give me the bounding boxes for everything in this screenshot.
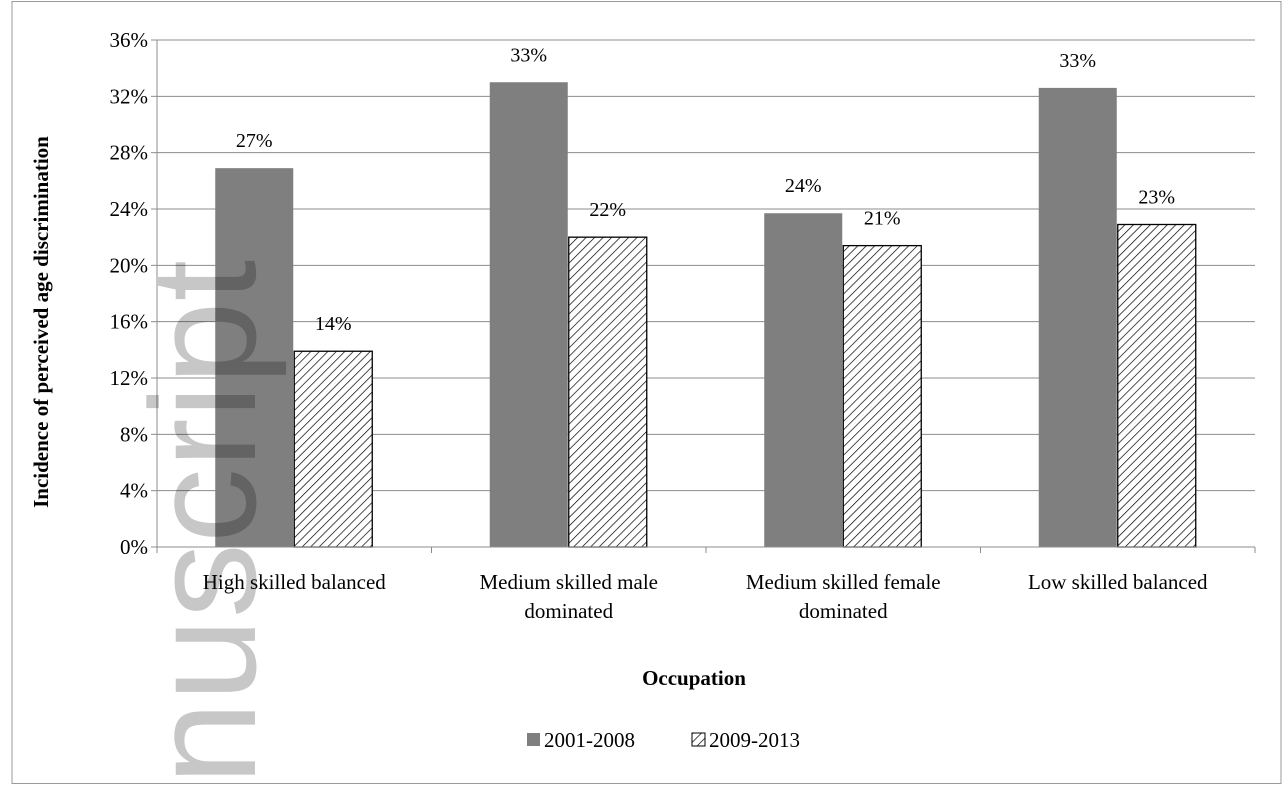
y-tick-label: 12% [110,366,149,390]
watermark: nuscript [119,260,287,785]
y-tick-label: 28% [110,141,149,165]
bar-data-label: 33% [510,44,547,66]
bar-2009-2013-4 [1117,223,1197,548]
y-axis-ticks: 0% 4% 8% 12% 16% 20% 24% 28% 32% 36% [110,28,157,559]
bars [215,82,1197,548]
legend-swatch-2001-2008 [527,733,540,746]
y-tick-label: 36% [110,28,149,52]
bar-data-label: 14% [315,313,352,335]
bar-data-label: 24% [785,175,822,197]
x-axis-title: Occupation [642,666,746,690]
bar-data-labels: 27% 14% 33% 22% 24% 21% 33% 23% [236,44,1175,335]
y-tick-label: 16% [110,310,149,334]
bar-data-label: 21% [864,208,901,230]
y-tick-label: 4% [120,479,148,503]
x-tick-label: dominated [799,599,888,623]
legend-swatch-2009-2013 [691,732,706,747]
x-axis-tick-labels: High skilled balanced Medium skilled male… [203,570,1208,623]
bar-2001-2008-2 [489,82,568,547]
x-tick-label: Medium skilled female [746,570,941,594]
bar-data-label: 23% [1138,186,1175,208]
bar-data-label: 33% [1059,50,1096,72]
x-tick-label: dominated [524,599,613,623]
bar-2009-2013-1 [293,350,373,548]
x-axis [156,40,1256,553]
bar-data-label: 22% [589,199,626,221]
y-tick-label: 0% [120,535,148,559]
bar-2001-2008-1 [215,168,294,548]
y-tick-label: 24% [110,197,149,221]
bar-2001-2008-4 [1038,87,1117,547]
x-tick-label: Low skilled balanced [1028,570,1208,594]
legend-label-2009-2013: 2009-2013 [709,728,800,752]
bar-data-label: 27% [236,130,273,152]
bar-2009-2013-3 [842,244,922,548]
bar-2001-2008-3 [764,213,843,547]
x-tick-label: High skilled balanced [203,570,387,594]
legend-label-2001-2008: 2001-2008 [544,728,635,752]
bar-2009-2013-2 [568,236,648,548]
y-tick-label: 20% [110,253,149,277]
y-axis-title: Incidence of perceived age discriminatio… [29,136,53,508]
x-tick-label: Medium skilled male [480,570,658,594]
y-tick-label: 8% [120,422,148,446]
y-tick-label: 32% [110,84,149,108]
legend: 2001-2008 2009-2013 [527,728,800,752]
